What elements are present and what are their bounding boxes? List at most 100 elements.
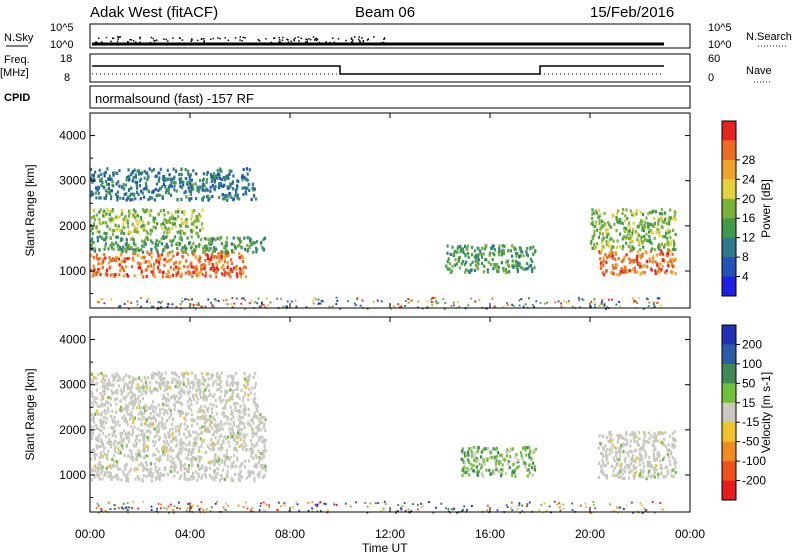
echo-cell <box>218 251 221 255</box>
echo-cell <box>166 252 169 256</box>
echo-cell <box>126 246 130 250</box>
noise-cell <box>254 301 256 304</box>
echo-cell <box>195 274 198 278</box>
noise-cell <box>619 506 621 509</box>
nsky-dot <box>139 37 141 40</box>
echo-cell <box>117 247 120 252</box>
echo-cell <box>233 447 236 451</box>
echo-cell <box>112 247 115 251</box>
echo-cell <box>612 266 615 270</box>
echo-cell <box>110 466 113 470</box>
echo-cell <box>606 461 609 465</box>
noise-cell <box>518 304 521 307</box>
echo-cell <box>214 399 217 403</box>
echo-cell <box>188 397 191 401</box>
echo-cell <box>102 432 105 436</box>
noise-cell <box>121 506 123 509</box>
nsky-dot <box>117 36 119 38</box>
echo-cell <box>120 259 123 263</box>
echo-cell <box>229 185 232 189</box>
y-tick-label: 4000 <box>59 333 86 347</box>
nsky-dot <box>305 41 307 43</box>
echo-cell <box>204 472 207 476</box>
echo-cell <box>245 448 248 452</box>
echo-cell <box>600 245 604 249</box>
echo-cell <box>477 254 480 258</box>
echo-cell <box>154 174 157 178</box>
echo-cell <box>144 461 147 465</box>
echo-cell <box>105 193 108 198</box>
echo-cell <box>192 270 195 274</box>
echo-cell <box>248 373 251 377</box>
echo-cell <box>240 239 243 243</box>
echo-cell <box>232 402 236 406</box>
echo-cell <box>195 431 198 435</box>
echo-cell <box>178 382 181 386</box>
noise-cell <box>316 510 319 513</box>
echo-cell <box>131 458 134 462</box>
echo-cell <box>205 372 208 376</box>
noise-cell <box>641 512 644 514</box>
echo-cell <box>98 218 101 222</box>
echo-cell <box>530 267 533 271</box>
echo-cell <box>498 244 501 248</box>
echo-cell <box>509 454 512 459</box>
echo-cell <box>128 230 131 234</box>
echo-cell <box>216 255 219 259</box>
echo-cell <box>619 475 622 479</box>
echo-cell <box>604 450 608 454</box>
echo-cell <box>642 469 645 473</box>
echo-cell <box>148 210 151 214</box>
nsky-dot <box>331 37 334 39</box>
echo-cell <box>634 460 637 464</box>
echo-cell <box>642 234 645 239</box>
echo-cell <box>212 432 215 436</box>
echo-cell <box>656 227 659 231</box>
noise-cell <box>150 505 153 508</box>
echo-cell <box>450 270 453 274</box>
echo-cell <box>613 466 616 470</box>
echo-cell <box>151 423 155 427</box>
echo-cell <box>127 440 130 444</box>
noise-cell <box>407 301 410 304</box>
echo-cell <box>156 243 159 247</box>
echo-cell <box>525 267 528 271</box>
echo-cell <box>598 222 601 226</box>
echo-cell <box>471 260 474 264</box>
x-tick-label: 00:00 <box>675 527 705 541</box>
echo-cell <box>623 255 626 259</box>
echo-cell <box>459 245 462 249</box>
echo-cell <box>169 183 172 188</box>
echo-cell <box>228 383 231 387</box>
echo-cell <box>211 415 214 419</box>
echo-cell <box>92 264 95 268</box>
echo-cell <box>214 473 217 477</box>
echo-cell <box>620 260 623 264</box>
echo-cell <box>193 397 196 402</box>
echo-cell <box>467 468 470 473</box>
nsky-dot <box>278 41 280 43</box>
echo-cell <box>517 465 520 469</box>
echo-cell <box>253 194 256 198</box>
echo-cell <box>526 246 529 250</box>
echo-cell <box>647 212 650 216</box>
nsky-dot <box>172 37 174 39</box>
echo-cell <box>260 240 263 244</box>
echo-cell <box>140 189 143 193</box>
echo-cell <box>93 214 96 219</box>
echo-cell <box>139 454 142 458</box>
noise-cell <box>486 509 489 512</box>
echo-cell <box>593 229 596 233</box>
echo-cell <box>199 178 202 183</box>
nsky-dot <box>362 40 365 42</box>
echo-cell <box>106 382 109 386</box>
echo-cell <box>263 465 266 469</box>
echo-cell <box>473 268 476 272</box>
echo-cell <box>141 477 144 482</box>
echo-cell <box>224 194 227 198</box>
echo-cell <box>141 397 144 401</box>
echo-cell <box>196 478 199 482</box>
echo-cell <box>216 459 219 463</box>
echo-cell <box>194 266 197 270</box>
echo-cell <box>192 430 195 434</box>
